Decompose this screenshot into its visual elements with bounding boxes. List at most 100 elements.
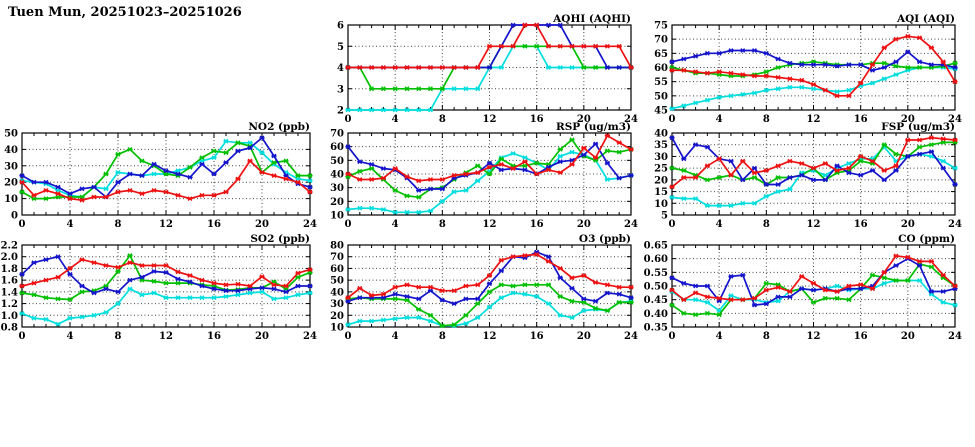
svg-text:40: 40 bbox=[4, 145, 18, 156]
svg-text:12: 12 bbox=[159, 219, 173, 230]
svg-text:0: 0 bbox=[19, 331, 26, 342]
svg-text:10: 10 bbox=[330, 323, 344, 334]
svg-text:12: 12 bbox=[483, 114, 497, 125]
chart-title-aqhi: AQHI (AQHI) bbox=[552, 13, 631, 25]
svg-text:10: 10 bbox=[330, 211, 344, 222]
svg-text:2: 2 bbox=[337, 106, 344, 117]
svg-text:0: 0 bbox=[19, 219, 26, 230]
svg-text:8: 8 bbox=[439, 331, 446, 342]
svg-text:2.0: 2.0 bbox=[1, 252, 18, 263]
rsp-series-red bbox=[345, 133, 634, 184]
aqi-series-blue bbox=[669, 48, 958, 73]
svg-text:8: 8 bbox=[763, 219, 770, 230]
svg-text:60: 60 bbox=[654, 63, 668, 74]
fsp-series-cyan bbox=[669, 144, 958, 208]
chart-title-o3: O3 (ppb) bbox=[579, 233, 631, 245]
svg-text:20: 20 bbox=[577, 219, 591, 230]
aqhi-series-red bbox=[345, 22, 634, 70]
svg-text:8: 8 bbox=[439, 114, 446, 125]
chart-aqi: 45 50 55 60 65 70 75 0 4 8 12 16 20 24 AQI (AQI) bbox=[654, 13, 962, 125]
svg-text:12: 12 bbox=[807, 331, 821, 342]
svg-text:16: 16 bbox=[530, 114, 544, 125]
svg-text:20: 20 bbox=[577, 331, 591, 342]
no2-series-blue bbox=[19, 135, 313, 200]
no2-series-red bbox=[19, 158, 313, 203]
svg-text:65: 65 bbox=[654, 49, 668, 60]
so2-series-cyan bbox=[19, 286, 313, 327]
svg-text:16: 16 bbox=[207, 219, 221, 230]
svg-text:0.45: 0.45 bbox=[644, 295, 668, 306]
svg-text:6: 6 bbox=[337, 21, 344, 32]
svg-text:4: 4 bbox=[67, 331, 74, 342]
svg-text:4: 4 bbox=[337, 63, 344, 74]
svg-text:40: 40 bbox=[654, 129, 668, 140]
co-series-red bbox=[669, 253, 958, 303]
so2-series-green bbox=[19, 253, 313, 302]
svg-text:20: 20 bbox=[577, 114, 591, 125]
svg-text:16: 16 bbox=[530, 219, 544, 230]
chart-title-fsp: FSP (ug/m3) bbox=[881, 121, 955, 133]
svg-text:20: 20 bbox=[330, 311, 344, 322]
aqi-series-red bbox=[669, 33, 958, 99]
svg-text:12: 12 bbox=[483, 331, 497, 342]
svg-text:4: 4 bbox=[392, 219, 399, 230]
svg-text:24: 24 bbox=[303, 331, 317, 342]
svg-text:8: 8 bbox=[763, 114, 770, 125]
co-series-blue bbox=[669, 256, 958, 308]
svg-text:24: 24 bbox=[624, 219, 638, 230]
svg-text:4: 4 bbox=[392, 331, 399, 342]
svg-text:4: 4 bbox=[67, 219, 74, 230]
svg-text:1.0: 1.0 bbox=[1, 311, 18, 322]
so2-series-red bbox=[19, 257, 313, 289]
svg-text:80: 80 bbox=[330, 241, 344, 252]
svg-text:8: 8 bbox=[763, 331, 770, 342]
svg-text:24: 24 bbox=[948, 219, 962, 230]
svg-text:25: 25 bbox=[654, 164, 668, 175]
svg-text:8: 8 bbox=[115, 331, 122, 342]
fsp-series-red bbox=[669, 135, 958, 190]
svg-text:20: 20 bbox=[654, 175, 668, 186]
rsp-series-green bbox=[345, 137, 634, 200]
svg-text:40: 40 bbox=[330, 170, 344, 181]
svg-text:16: 16 bbox=[207, 331, 221, 342]
chart-title-rsp: RSP (ug/m3) bbox=[556, 121, 631, 133]
svg-text:0.50: 0.50 bbox=[644, 282, 668, 293]
svg-text:20: 20 bbox=[330, 197, 344, 208]
svg-text:35: 35 bbox=[654, 140, 668, 151]
svg-text:50: 50 bbox=[4, 129, 18, 140]
svg-text:5: 5 bbox=[661, 211, 668, 222]
svg-text:20: 20 bbox=[4, 178, 18, 189]
chart-title-so2: SO2 (ppb) bbox=[250, 233, 310, 245]
svg-text:0: 0 bbox=[669, 114, 676, 125]
chart-aqhi: 2 3 4 5 6 0 4 8 12 16 20 24 AQHI (AQHI) bbox=[337, 13, 638, 125]
svg-text:16: 16 bbox=[530, 331, 544, 342]
svg-text:24: 24 bbox=[948, 331, 962, 342]
fsp-series-blue bbox=[669, 135, 958, 187]
svg-text:70: 70 bbox=[330, 252, 344, 263]
svg-text:50: 50 bbox=[330, 156, 344, 167]
chart-title-no2: NO2 (ppb) bbox=[248, 121, 310, 133]
svg-text:5: 5 bbox=[337, 42, 344, 53]
svg-text:0: 0 bbox=[669, 219, 676, 230]
svg-text:16: 16 bbox=[854, 219, 868, 230]
svg-text:24: 24 bbox=[948, 114, 962, 125]
svg-text:0.60: 0.60 bbox=[644, 254, 668, 265]
svg-text:20: 20 bbox=[901, 331, 915, 342]
svg-text:0.35: 0.35 bbox=[644, 323, 668, 334]
chart-no2: 0 10 20 30 40 50 0 4 8 12 16 20 24 NO2 (ppb) bbox=[4, 121, 317, 230]
chart-title-aqi: AQI (AQI) bbox=[896, 13, 955, 25]
so2-series-blue bbox=[19, 254, 313, 296]
svg-text:60: 60 bbox=[330, 264, 344, 275]
o3-series-blue bbox=[345, 249, 634, 306]
svg-text:1.4: 1.4 bbox=[1, 287, 18, 298]
svg-text:1.8: 1.8 bbox=[1, 264, 18, 275]
svg-text:30: 30 bbox=[330, 299, 344, 310]
chart-title-co: CO (ppm) bbox=[898, 233, 955, 245]
chart-so2: 0.81.01.21.41.61.82.02.2 0 4 8 12 16 20 24 SO2 (… bbox=[1, 233, 317, 342]
svg-text:20: 20 bbox=[255, 331, 269, 342]
svg-text:0.65: 0.65 bbox=[644, 241, 668, 252]
svg-text:15: 15 bbox=[654, 187, 668, 198]
svg-text:12: 12 bbox=[159, 331, 173, 342]
